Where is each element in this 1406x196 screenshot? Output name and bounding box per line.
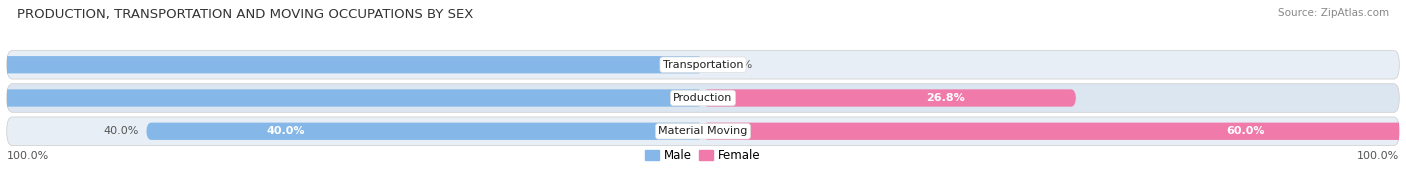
Text: 0.0%: 0.0% [724, 60, 752, 70]
Text: 60.0%: 60.0% [1226, 126, 1265, 136]
Text: Transportation: Transportation [662, 60, 744, 70]
FancyBboxPatch shape [703, 89, 1076, 107]
Text: 100.0%: 100.0% [7, 151, 49, 161]
FancyBboxPatch shape [0, 56, 703, 73]
FancyBboxPatch shape [0, 89, 703, 107]
Text: 26.8%: 26.8% [927, 93, 965, 103]
FancyBboxPatch shape [703, 123, 1406, 140]
Text: Production: Production [673, 93, 733, 103]
Text: 40.0%: 40.0% [266, 126, 305, 136]
FancyBboxPatch shape [7, 117, 1399, 146]
Text: Source: ZipAtlas.com: Source: ZipAtlas.com [1278, 8, 1389, 18]
Text: 40.0%: 40.0% [104, 126, 139, 136]
Legend: Male, Female: Male, Female [641, 144, 765, 167]
Text: Material Moving: Material Moving [658, 126, 748, 136]
FancyBboxPatch shape [7, 84, 1399, 112]
Text: 100.0%: 100.0% [1357, 151, 1399, 161]
FancyBboxPatch shape [146, 123, 703, 140]
FancyBboxPatch shape [7, 50, 1399, 79]
Text: PRODUCTION, TRANSPORTATION AND MOVING OCCUPATIONS BY SEX: PRODUCTION, TRANSPORTATION AND MOVING OC… [17, 8, 474, 21]
